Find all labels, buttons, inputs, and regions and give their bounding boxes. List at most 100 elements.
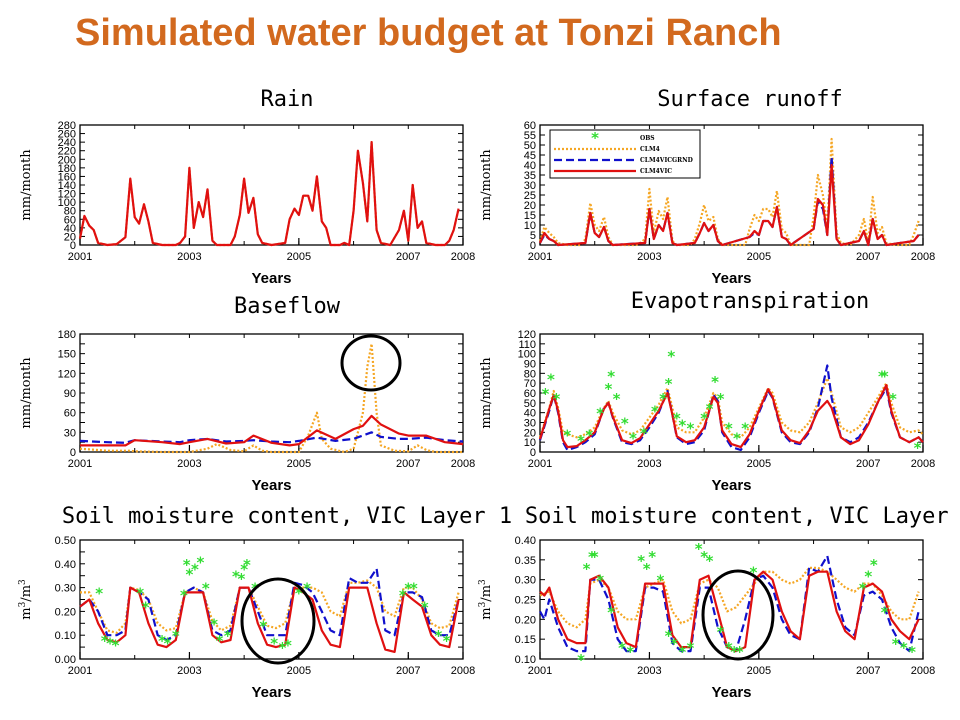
- y-tick-label: 10: [524, 437, 536, 449]
- x-tick-label: 2001: [528, 458, 552, 470]
- y-tick-label: 70: [524, 378, 536, 390]
- baseflow-panel: Baseflow 0 30 60 90 120 150 180 2001 2003 2005 2007…: [19, 294, 475, 494]
- x-axis-label: Years: [251, 270, 291, 287]
- y-tick-label: 0.50: [55, 535, 76, 547]
- series-line-clm4: [538, 137, 920, 247]
- obs-marker: *: [648, 548, 656, 566]
- obs-marker: *: [583, 560, 591, 578]
- y-tick-label: 10: [524, 220, 536, 232]
- x-tick-label: 2001: [528, 251, 552, 263]
- obs-marker: *: [101, 632, 109, 650]
- obs-marker: *: [237, 570, 245, 588]
- obs-marker: *: [136, 584, 144, 602]
- obs-marker: *: [243, 556, 251, 574]
- obs-marker: *: [164, 634, 172, 652]
- y-axis-label: mm/month: [479, 149, 494, 221]
- y-tick-label: 260: [58, 129, 76, 141]
- obs-marker: *: [95, 584, 103, 602]
- x-tick-label: 2008: [911, 251, 935, 263]
- y-tick-label: 90: [64, 388, 76, 400]
- obs-marker: *: [687, 419, 695, 437]
- y-tick-label: 60: [64, 408, 76, 420]
- y-tick-label: 0.20: [515, 614, 536, 626]
- obs-marker: *: [588, 548, 596, 566]
- x-tick-label: 2005: [287, 251, 311, 263]
- series-line-clm4: [79, 342, 463, 454]
- obs-marker: *: [106, 634, 114, 652]
- obs-marker: *: [673, 410, 681, 428]
- obs-marker: *: [279, 639, 287, 657]
- y-tick-label: 30: [524, 180, 536, 192]
- obs-marker: *: [670, 635, 678, 653]
- obs-marker: *: [232, 568, 240, 586]
- obs-marker: *: [700, 410, 708, 428]
- x-axis-label: Years: [711, 684, 751, 701]
- obs-marker: *: [142, 599, 150, 617]
- panel-title: Surface runoff: [657, 87, 842, 112]
- x-tick-label: 2003: [637, 251, 661, 263]
- x-axis-label: Years: [711, 270, 751, 287]
- obs-marker: *: [725, 419, 733, 437]
- obs-marker: *: [591, 548, 599, 566]
- y-tick-label: 0: [530, 447, 536, 459]
- series-line-clm4: [80, 579, 460, 634]
- obs-marker: *: [547, 370, 555, 388]
- obs-marker: *: [665, 375, 673, 393]
- x-tick-label: 2005: [747, 251, 771, 263]
- y-tick-label: 60: [524, 388, 536, 400]
- x-axis-label: Years: [251, 477, 291, 494]
- y-axis-label: m3/m3: [478, 579, 494, 620]
- page-title: Simulated water budget at Tonzi Ranch: [75, 12, 782, 54]
- soil-moisture-layer1-panel: Soil moisture content, VIC Layer 1 0.00 0.…: [18, 504, 512, 701]
- x-tick-label: 2003: [177, 665, 201, 677]
- y-tick-label: 30: [524, 418, 536, 430]
- obs-marker: *: [878, 367, 886, 385]
- x-tick-label: 2008: [451, 665, 475, 677]
- y-tick-label: 0.35: [515, 555, 536, 567]
- y-tick-label: 120: [518, 329, 536, 341]
- x-tick-label: 2008: [911, 458, 935, 470]
- y-tick-label: 0.30: [515, 575, 536, 587]
- panel-title: Baseflow: [234, 294, 341, 319]
- rain-panel: Rain 020406080100120140160180200220240260…: [19, 87, 475, 287]
- obs-marker: *: [749, 564, 757, 582]
- y-tick-label: 0.25: [515, 595, 536, 607]
- y-tick-label: 50: [524, 140, 536, 152]
- obs-marker: *: [613, 390, 621, 408]
- x-tick-label: 2007: [396, 458, 420, 470]
- obs-marker: *: [667, 348, 675, 366]
- obs-marker: *: [881, 367, 889, 385]
- y-tick-label: 40: [524, 408, 536, 420]
- obs-marker: *: [665, 627, 673, 645]
- obs-marker: *: [180, 587, 188, 605]
- obs-marker: *: [196, 553, 204, 571]
- obs-marker: *: [618, 639, 626, 657]
- obs-marker: *: [284, 637, 292, 655]
- y-tick-label: 220: [58, 146, 76, 158]
- series-line-clm4vic: [80, 414, 464, 447]
- panel-title: Rain: [261, 87, 314, 112]
- y-tick-label: 0.10: [515, 654, 536, 666]
- y-tick-label: 35: [524, 170, 536, 182]
- x-tick-label: 2001: [68, 458, 92, 470]
- obs-marker: *: [303, 580, 311, 598]
- y-tick-label: 0.40: [515, 535, 536, 547]
- obs-marker: *: [643, 560, 651, 578]
- x-tick-label: 2007: [856, 665, 880, 677]
- x-tick-label: 2005: [747, 458, 771, 470]
- panel-title: Soil moisture content, VIC Layer 2: [525, 504, 960, 529]
- obs-marker: *: [158, 632, 166, 650]
- obs-marker: *: [706, 400, 714, 418]
- series-line-clm4: [539, 566, 920, 629]
- y-tick-label: 280: [58, 120, 76, 132]
- soil-moisture-layer2-panel: Soil moisture content, VIC Layer 2 0.10 0.…: [478, 504, 960, 701]
- y-tick-label: 60: [524, 120, 536, 132]
- x-tick-label: 2008: [451, 251, 475, 263]
- legend-label: CLM4VICGRND: [640, 157, 693, 164]
- x-tick-label: 2005: [287, 458, 311, 470]
- y-tick-label: 0: [530, 240, 536, 252]
- y-tick-label: 40: [64, 223, 76, 235]
- x-tick-label: 2001: [528, 665, 552, 677]
- y-tick-label: 5: [530, 230, 536, 242]
